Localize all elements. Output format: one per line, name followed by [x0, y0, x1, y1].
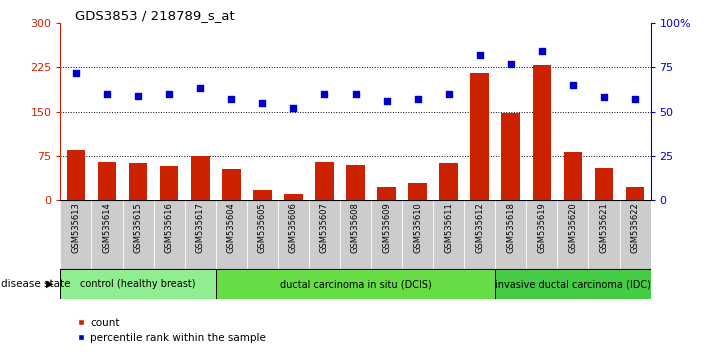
Bar [215, 200, 247, 269]
Text: GSM535613: GSM535613 [72, 202, 80, 253]
Bar [60, 269, 215, 299]
Bar [154, 200, 185, 269]
Text: GSM535609: GSM535609 [382, 202, 391, 253]
Bar [129, 164, 147, 200]
Point [195, 86, 206, 91]
Point [598, 95, 609, 100]
Text: GSM535604: GSM535604 [227, 202, 236, 253]
Bar [594, 167, 614, 200]
Bar [408, 183, 427, 200]
Text: GSM535618: GSM535618 [506, 202, 515, 253]
Text: GSM535615: GSM535615 [134, 202, 143, 253]
Text: GSM535605: GSM535605 [258, 202, 267, 253]
Point [225, 96, 237, 102]
Bar [160, 166, 178, 200]
Bar [278, 200, 309, 269]
Bar [67, 150, 85, 200]
Point [288, 105, 299, 111]
Point [319, 91, 330, 97]
Text: GSM535617: GSM535617 [196, 202, 205, 253]
Bar [215, 269, 496, 299]
Bar [464, 200, 496, 269]
Point [164, 91, 175, 97]
Bar [526, 200, 557, 269]
Text: GSM535620: GSM535620 [568, 202, 577, 253]
Text: ▶: ▶ [46, 279, 53, 289]
Bar [97, 162, 117, 200]
Text: control (healthy breast): control (healthy breast) [80, 279, 196, 289]
Bar [253, 190, 272, 200]
Bar [309, 200, 340, 269]
Point [536, 48, 547, 54]
Point [70, 70, 82, 75]
Text: GSM535622: GSM535622 [631, 202, 639, 253]
Bar [378, 187, 396, 200]
Point [474, 52, 486, 58]
Text: GSM535614: GSM535614 [102, 202, 112, 253]
Point [350, 91, 361, 97]
Bar [122, 200, 154, 269]
Point [257, 100, 268, 105]
Bar [315, 162, 333, 200]
Point [629, 96, 641, 102]
Bar [496, 200, 526, 269]
Bar [619, 200, 651, 269]
Bar [533, 65, 551, 200]
Bar [471, 73, 489, 200]
Text: GSM535607: GSM535607 [320, 202, 329, 253]
Bar [185, 200, 215, 269]
Bar [433, 200, 464, 269]
Text: invasive ductal carcinoma (IDC): invasive ductal carcinoma (IDC) [495, 279, 651, 289]
Point [412, 96, 423, 102]
Bar [439, 164, 458, 200]
Bar [589, 200, 619, 269]
Bar [222, 169, 240, 200]
Text: GSM535621: GSM535621 [599, 202, 609, 253]
Bar [564, 152, 582, 200]
Point [381, 98, 392, 104]
Legend: count, percentile rank within the sample: count, percentile rank within the sample [73, 314, 270, 347]
Point [567, 82, 579, 88]
Bar [371, 200, 402, 269]
Point [443, 91, 454, 97]
Bar [60, 200, 92, 269]
Text: GSM535612: GSM535612 [475, 202, 484, 253]
Point [505, 61, 516, 67]
Text: GSM535610: GSM535610 [413, 202, 422, 253]
Bar [340, 200, 371, 269]
Bar [247, 200, 278, 269]
Bar [626, 187, 644, 200]
Text: ductal carcinoma in situ (DCIS): ductal carcinoma in situ (DCIS) [279, 279, 432, 289]
Bar [346, 165, 365, 200]
Bar [402, 200, 433, 269]
Text: GSM535616: GSM535616 [165, 202, 173, 253]
Point [102, 91, 113, 97]
Text: GSM535608: GSM535608 [351, 202, 360, 253]
Bar [92, 200, 122, 269]
Text: GDS3853 / 218789_s_at: GDS3853 / 218789_s_at [75, 9, 235, 22]
Text: GSM535611: GSM535611 [444, 202, 453, 253]
Point [132, 93, 144, 98]
Bar [191, 156, 210, 200]
Bar [284, 194, 303, 200]
Text: disease state: disease state [1, 279, 70, 289]
Bar [501, 113, 520, 200]
Bar [496, 269, 651, 299]
Text: GSM535606: GSM535606 [289, 202, 298, 253]
Bar [557, 200, 589, 269]
Text: GSM535619: GSM535619 [538, 202, 546, 253]
